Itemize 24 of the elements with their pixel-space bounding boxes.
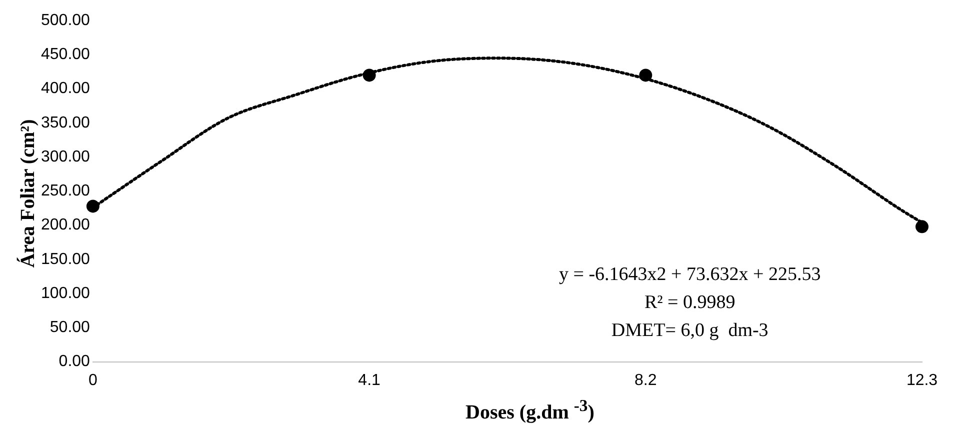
x-tick-label: 8.2	[634, 372, 657, 389]
x-tick-label: 4.1	[358, 372, 381, 389]
annotation: R² = 0.9989	[644, 292, 736, 313]
y-tick-label: 350.00	[41, 114, 90, 132]
y-tick-label: 100.00	[41, 284, 90, 302]
y-tick-label: 500.00	[41, 12, 90, 30]
y-tick-label: 300.00	[41, 148, 90, 166]
y-tick-label: 250.00	[41, 182, 90, 200]
annotation: DMET= 6,0 g dm-3	[611, 320, 768, 341]
y-tick-label: 400.00	[41, 80, 90, 98]
y-tick-label: 200.00	[41, 216, 90, 234]
point	[362, 68, 376, 82]
y-tick-label: 450.00	[41, 46, 90, 64]
point	[916, 220, 928, 234]
x-tick-label: 0	[88, 372, 98, 389]
point	[639, 68, 652, 82]
y-tick-label: 50.00	[50, 319, 90, 336]
annotation: y = -6.1643x2 + 73.632x + 225.53	[558, 264, 821, 285]
point	[86, 200, 100, 213]
y-axis-title: Área Foliar (cm²)	[16, 118, 40, 268]
y-tick-label: 0.00	[58, 353, 90, 370]
y-tick-label: 150.00	[41, 250, 90, 268]
x-axis-title: Doses (g.dm $^{-3}$)	[464, 396, 596, 425]
x-tick-label: 12.3	[906, 372, 938, 389]
